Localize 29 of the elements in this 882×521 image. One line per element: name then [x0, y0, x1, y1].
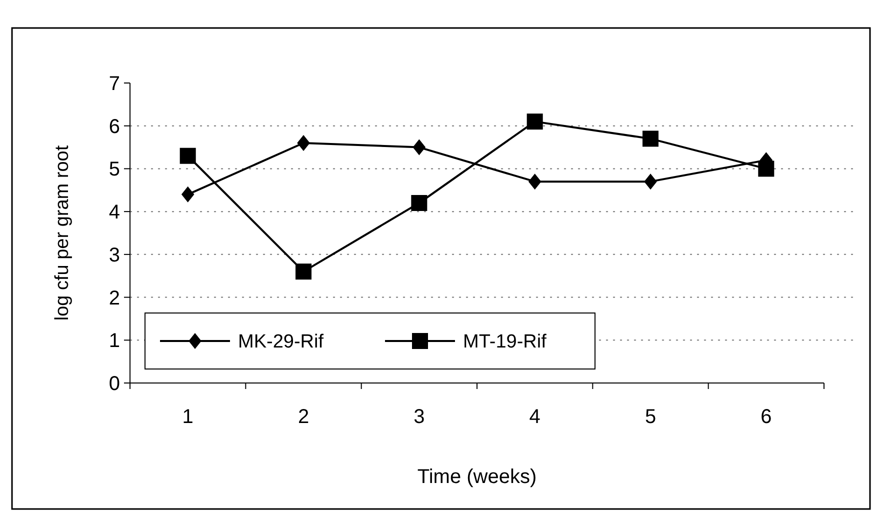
y-tick-label: 7: [108, 73, 120, 95]
x-tick-label: 5: [644, 406, 656, 428]
y-tick-label: 5: [108, 158, 120, 181]
point: [181, 186, 194, 202]
y-tick-label: 6: [108, 116, 120, 138]
point: [411, 195, 428, 211]
y-tick-label: 1: [108, 330, 120, 352]
point: [528, 174, 542, 190]
x-axis-title: Time (weeks): [417, 466, 537, 488]
y-tick-label: 0: [108, 373, 120, 395]
y-tick-label: 3: [108, 244, 120, 266]
legend-label: MK-29-Rif: [238, 332, 324, 353]
y-tick-label: 2: [108, 287, 120, 310]
point: [642, 130, 658, 147]
x-tick-label: 6: [760, 406, 772, 428]
point: [644, 174, 657, 190]
x-tick-label: 1: [182, 406, 194, 428]
x-tick-label: 2: [298, 406, 310, 428]
point: [758, 160, 774, 177]
y-tick-label: 4: [108, 202, 120, 224]
point: [526, 114, 543, 130]
legend-label: MT-19-Rif: [463, 332, 548, 353]
x-tick-label: 3: [414, 406, 425, 428]
point: [180, 148, 196, 164]
y-axis-title: log cfu per gram root: [52, 144, 73, 321]
point: [296, 264, 312, 280]
point: [412, 139, 426, 156]
point: [297, 135, 310, 151]
x-tick-label: 4: [529, 406, 540, 428]
